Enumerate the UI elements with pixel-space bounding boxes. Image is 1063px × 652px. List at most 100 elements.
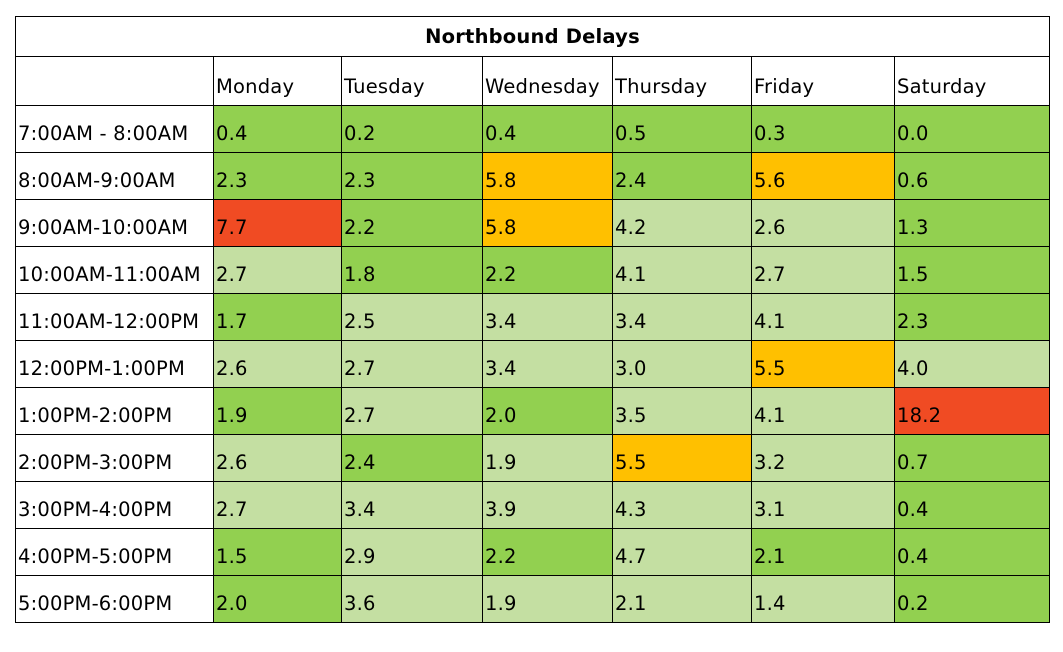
table-row: 3:00PM-4:00PM 2.7 3.4 3.9 4.3 3.1 0.4 xyxy=(15,481,1050,529)
delay-cell: 0.4 xyxy=(894,528,1050,576)
table-body: 7:00AM - 8:00AM 0.4 0.2 0.4 0.5 0.3 0.0 8:00AM-… xyxy=(15,105,1050,623)
delay-cell: 4.1 xyxy=(751,293,895,341)
row-label: 7:00AM - 8:00AM xyxy=(15,105,214,153)
delay-cell: 2.7 xyxy=(341,387,483,435)
delay-cell: 2.7 xyxy=(213,246,342,294)
delay-cell: 1.7 xyxy=(213,293,342,341)
column-header-tuesday: Tuesday xyxy=(341,56,483,106)
delay-cell: 2.2 xyxy=(341,199,483,247)
table-row: 5:00PM-6:00PM 2.0 3.6 1.9 2.1 1.4 0.2 xyxy=(15,575,1050,623)
delay-cell: 1.9 xyxy=(213,387,342,435)
row-label: 2:00PM-3:00PM xyxy=(15,434,214,482)
northbound-delays-table: Northbound Delays Monday Tuesday Wednesday… xyxy=(15,16,1050,623)
delay-cell: 2.1 xyxy=(751,528,895,576)
delay-cell: 0.0 xyxy=(894,105,1050,153)
column-header-thursday: Thursday xyxy=(612,56,752,106)
corner-cell xyxy=(15,56,214,106)
delay-cell: 1.9 xyxy=(482,434,613,482)
title-row: Northbound Delays xyxy=(15,16,1050,57)
row-label: 5:00PM-6:00PM xyxy=(15,575,214,623)
table-row: 7:00AM - 8:00AM 0.4 0.2 0.4 0.5 0.3 0.0 xyxy=(15,105,1050,153)
row-label: 11:00AM-12:00PM xyxy=(15,293,214,341)
row-label: 3:00PM-4:00PM xyxy=(15,481,214,529)
delay-cell: 1.5 xyxy=(213,528,342,576)
delay-cell: 2.3 xyxy=(341,152,483,200)
delay-cell: 2.6 xyxy=(751,199,895,247)
table-row: 8:00AM-9:00AM 2.3 2.3 5.8 2.4 5.6 0.6 xyxy=(15,152,1050,200)
delay-cell: 0.2 xyxy=(894,575,1050,623)
delay-cell: 0.4 xyxy=(894,481,1050,529)
delay-cell: 0.2 xyxy=(341,105,483,153)
delay-cell: 2.0 xyxy=(213,575,342,623)
row-label: 8:00AM-9:00AM xyxy=(15,152,214,200)
delay-cell: 2.1 xyxy=(612,575,752,623)
column-header-monday: Monday xyxy=(213,56,342,106)
delay-cell: 4.1 xyxy=(612,246,752,294)
delay-cell: 4.0 xyxy=(894,340,1050,388)
delay-cell: 5.8 xyxy=(482,152,613,200)
delay-cell: 4.1 xyxy=(751,387,895,435)
delay-cell: 2.5 xyxy=(341,293,483,341)
delay-cell: 5.6 xyxy=(751,152,895,200)
delay-cell: 7.7 xyxy=(213,199,342,247)
table-row: 1:00PM-2:00PM 1.9 2.7 2.0 3.5 4.1 18.2 xyxy=(15,387,1050,435)
delay-cell: 2.7 xyxy=(341,340,483,388)
column-header-wednesday: Wednesday xyxy=(482,56,613,106)
delay-cell: 2.9 xyxy=(341,528,483,576)
table-row: 11:00AM-12:00PM 1.7 2.5 3.4 3.4 4.1 2.3 xyxy=(15,293,1050,341)
delay-cell: 3.9 xyxy=(482,481,613,529)
delay-cell: 1.9 xyxy=(482,575,613,623)
table-title: Northbound Delays xyxy=(15,16,1050,57)
delay-cell: 2.7 xyxy=(213,481,342,529)
column-header-row: Monday Tuesday Wednesday Thursday Friday Satu… xyxy=(15,56,1050,106)
delay-cell: 0.6 xyxy=(894,152,1050,200)
table-row: 12:00PM-1:00PM 2.6 2.7 3.4 3.0 5.5 4.0 xyxy=(15,340,1050,388)
delay-cell: 4.3 xyxy=(612,481,752,529)
row-label: 9:00AM-10:00AM xyxy=(15,199,214,247)
delay-cell: 2.2 xyxy=(482,528,613,576)
column-header-saturday: Saturday xyxy=(894,56,1050,106)
delay-cell: 3.5 xyxy=(612,387,752,435)
column-header-friday: Friday xyxy=(751,56,895,106)
row-label: 12:00PM-1:00PM xyxy=(15,340,214,388)
delay-cell: 5.8 xyxy=(482,199,613,247)
delay-cell: 2.4 xyxy=(612,152,752,200)
delay-cell: 1.8 xyxy=(341,246,483,294)
delay-cell: 3.1 xyxy=(751,481,895,529)
table-row: 2:00PM-3:00PM 2.6 2.4 1.9 5.5 3.2 0.7 xyxy=(15,434,1050,482)
delay-cell: 4.7 xyxy=(612,528,752,576)
row-label: 1:00PM-2:00PM xyxy=(15,387,214,435)
table-row: 9:00AM-10:00AM 7.7 2.2 5.8 4.2 2.6 1.3 xyxy=(15,199,1050,247)
row-label: 4:00PM-5:00PM xyxy=(15,528,214,576)
delay-cell: 5.5 xyxy=(751,340,895,388)
delay-cell: 2.7 xyxy=(751,246,895,294)
delay-cell: 1.5 xyxy=(894,246,1050,294)
delay-cell: 18.2 xyxy=(894,387,1050,435)
delay-cell: 2.0 xyxy=(482,387,613,435)
delay-cell: 2.3 xyxy=(213,152,342,200)
delay-cell: 3.6 xyxy=(341,575,483,623)
delay-cell: 0.4 xyxy=(213,105,342,153)
delay-cell: 0.3 xyxy=(751,105,895,153)
delay-cell: 1.4 xyxy=(751,575,895,623)
table-row: 10:00AM-11:00AM 2.7 1.8 2.2 4.1 2.7 1.5 xyxy=(15,246,1050,294)
delay-cell: 2.2 xyxy=(482,246,613,294)
delay-cell: 5.5 xyxy=(612,434,752,482)
delay-cell: 2.4 xyxy=(341,434,483,482)
delay-cell: 3.4 xyxy=(341,481,483,529)
delay-cell: 0.7 xyxy=(894,434,1050,482)
delay-cell: 3.0 xyxy=(612,340,752,388)
delay-cell: 3.4 xyxy=(612,293,752,341)
delay-cell: 2.3 xyxy=(894,293,1050,341)
table-row: 4:00PM-5:00PM 1.5 2.9 2.2 4.7 2.1 0.4 xyxy=(15,528,1050,576)
delay-cell: 0.4 xyxy=(482,105,613,153)
delays-table-container: Northbound Delays Monday Tuesday Wednesday… xyxy=(15,16,1050,623)
row-label: 10:00AM-11:00AM xyxy=(15,246,214,294)
delay-cell: 1.3 xyxy=(894,199,1050,247)
delay-cell: 4.2 xyxy=(612,199,752,247)
delay-cell: 3.4 xyxy=(482,340,613,388)
delay-cell: 2.6 xyxy=(213,434,342,482)
delay-cell: 3.2 xyxy=(751,434,895,482)
delay-cell: 3.4 xyxy=(482,293,613,341)
delay-cell: 0.5 xyxy=(612,105,752,153)
